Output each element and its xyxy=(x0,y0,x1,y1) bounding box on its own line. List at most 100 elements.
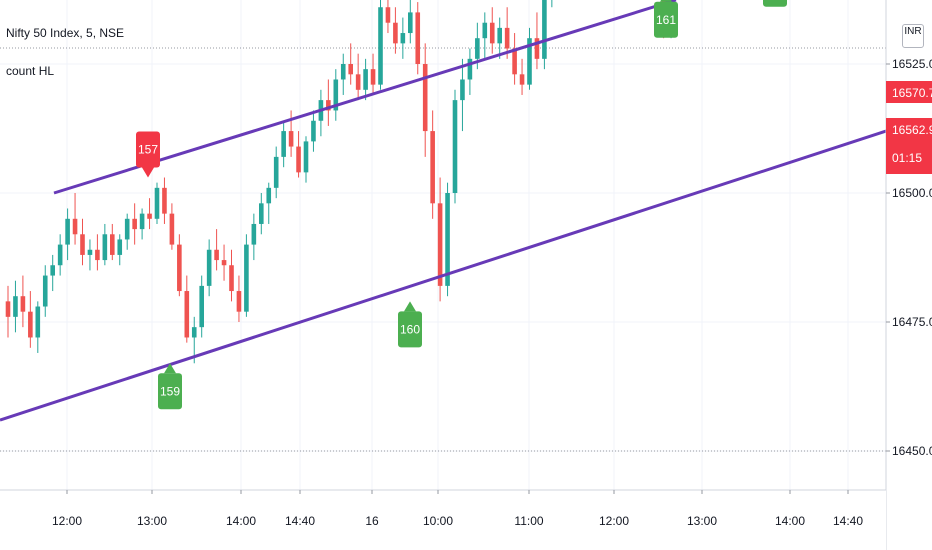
candle-body xyxy=(177,244,182,292)
candle-body xyxy=(340,64,346,80)
candle-body xyxy=(504,27,510,49)
candle-body xyxy=(400,33,406,44)
count-label-text: 157 xyxy=(138,143,158,157)
candle-body xyxy=(184,291,190,338)
candle-body xyxy=(50,265,55,276)
candle-body xyxy=(259,203,264,224)
count-label-text: 161 xyxy=(656,13,676,27)
count-label-pointer xyxy=(404,301,416,312)
candle-body xyxy=(281,131,286,157)
x-tick-label: 12:00 xyxy=(599,514,629,528)
candle-body xyxy=(355,74,361,90)
trendline-lower xyxy=(0,129,887,422)
candle-body xyxy=(28,311,33,338)
count-label-box xyxy=(398,311,422,348)
candle-body xyxy=(102,234,108,261)
candle-body xyxy=(87,249,93,255)
x-tick-label: 13:00 xyxy=(687,514,717,528)
candle-body xyxy=(191,327,197,338)
x-tick-label: 10:00 xyxy=(423,514,453,528)
count-label-box xyxy=(158,373,182,410)
candle-body xyxy=(445,193,450,286)
candle-body xyxy=(117,239,123,255)
candle-body xyxy=(110,234,115,255)
candle-body xyxy=(512,48,517,75)
y-tick-label: 16450.00 xyxy=(892,444,932,458)
candle-body xyxy=(72,218,78,235)
count-label-low: 160 xyxy=(398,301,422,348)
candle-body xyxy=(214,249,219,261)
candle-body xyxy=(221,260,227,266)
candle-body xyxy=(460,79,465,101)
candle-body xyxy=(5,301,11,317)
x-tick-label: 12:00 xyxy=(52,514,82,528)
indicator-legend[interactable]: count HL xyxy=(6,64,55,78)
candle-body xyxy=(326,100,331,111)
candle-body xyxy=(199,285,204,328)
candle-body xyxy=(363,69,368,90)
candle-body xyxy=(393,22,398,44)
x-tick-label: 11:00 xyxy=(514,514,543,528)
count-label-box xyxy=(763,0,787,7)
candle-body xyxy=(385,7,391,23)
candle-body xyxy=(303,141,309,173)
candle-body xyxy=(296,146,301,173)
chart-legend-title[interactable]: Nifty 50 Index, 5, NSE xyxy=(6,26,125,40)
candle-body xyxy=(147,213,152,219)
count-label-box xyxy=(136,131,160,168)
candle-body xyxy=(370,69,376,85)
candle-body xyxy=(519,74,525,85)
candle-body xyxy=(35,306,41,338)
y-tick-label: 16500.00 xyxy=(892,186,932,200)
current-price-tag xyxy=(886,118,932,174)
last-price-tag-text: 16570.75 xyxy=(892,86,932,100)
count-label-pointer xyxy=(164,363,176,374)
candle-body xyxy=(132,218,137,230)
candle-body xyxy=(437,203,443,286)
candle-body xyxy=(475,38,480,59)
candle-body xyxy=(311,120,316,142)
y-tick-label: 16525.00 xyxy=(892,57,932,71)
candle-body xyxy=(154,187,160,219)
candle-body xyxy=(482,22,488,39)
x-tick-label: 14:00 xyxy=(226,514,256,528)
count-label-text: 160 xyxy=(400,322,420,336)
candle-body xyxy=(13,296,18,317)
count-label-low: 161 xyxy=(654,0,678,38)
candle-body xyxy=(229,265,234,292)
candle-body xyxy=(288,131,294,147)
candle-body xyxy=(273,156,279,188)
x-tick-label: 16 xyxy=(365,514,379,528)
candle-body xyxy=(467,58,473,80)
count-label-pointer xyxy=(142,167,154,178)
x-tick-label: 14:40 xyxy=(285,514,315,528)
x-tick-label: 13:00 xyxy=(137,514,167,528)
candle-body xyxy=(206,249,212,286)
count-label-pointer xyxy=(660,0,672,2)
candle-body xyxy=(124,218,130,240)
candle-body xyxy=(378,7,383,85)
candle-body xyxy=(542,0,547,59)
candle-body xyxy=(534,38,540,59)
candle-body xyxy=(527,38,532,85)
candle-body xyxy=(333,79,339,111)
x-tick-label: 14:00 xyxy=(775,514,805,528)
candle-body xyxy=(452,100,458,193)
currency-button[interactable]: INR xyxy=(902,24,924,48)
candle-body xyxy=(236,291,242,312)
candle-body xyxy=(408,12,413,34)
candle-body xyxy=(430,131,435,204)
time-axis-panel xyxy=(0,490,886,550)
y-tick-label: 16475.00 xyxy=(892,315,932,329)
count-label-box xyxy=(654,1,678,38)
candle-body xyxy=(415,12,421,64)
candle-body xyxy=(266,187,272,204)
candle-body xyxy=(169,213,175,245)
candle-body xyxy=(57,244,63,266)
candle-body xyxy=(251,223,257,245)
current-price-tag-text: 16562.95 xyxy=(892,123,932,137)
count-label-high: 157 xyxy=(136,131,160,178)
candle-body xyxy=(348,64,353,75)
candle-body xyxy=(422,64,428,132)
